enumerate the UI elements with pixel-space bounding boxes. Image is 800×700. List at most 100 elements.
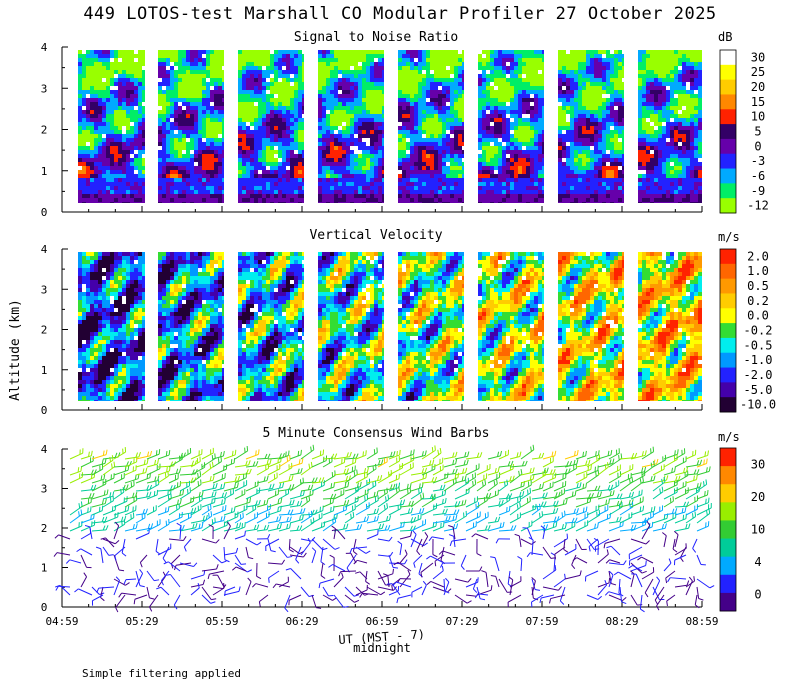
snr-cell bbox=[450, 198, 455, 203]
snr-cell bbox=[478, 182, 483, 187]
snr-cell bbox=[178, 150, 183, 155]
snr-cell bbox=[266, 98, 271, 103]
snr-cell bbox=[462, 74, 467, 79]
snr-cell bbox=[574, 114, 579, 119]
snr-cell bbox=[178, 102, 183, 107]
snr-cell bbox=[170, 82, 175, 87]
snr-cell bbox=[254, 74, 259, 79]
snr-cell bbox=[170, 118, 175, 123]
snr-cell bbox=[186, 178, 191, 183]
snr-cell bbox=[250, 74, 255, 79]
snr-cell bbox=[454, 86, 459, 91]
snr-cell bbox=[266, 178, 271, 183]
snr-cell bbox=[502, 98, 507, 103]
snr-cell bbox=[162, 78, 167, 83]
snr-cell bbox=[354, 126, 359, 131]
snr-cell bbox=[114, 154, 119, 159]
snr-cell bbox=[306, 174, 311, 179]
snr-cell bbox=[174, 122, 179, 127]
snr-cell bbox=[298, 50, 303, 55]
snr-cell bbox=[294, 54, 299, 59]
snr-cell bbox=[338, 186, 343, 191]
snr-cell bbox=[98, 146, 103, 151]
snr-cell bbox=[398, 202, 403, 203]
snr-cell bbox=[150, 114, 155, 119]
snr-cell bbox=[126, 90, 131, 95]
snr-cell bbox=[486, 110, 491, 115]
snr-cell bbox=[502, 106, 507, 111]
snr-cell bbox=[554, 78, 559, 83]
snr-cell bbox=[362, 102, 367, 107]
snr-cell bbox=[394, 78, 399, 83]
snr-cell bbox=[334, 190, 339, 195]
snr-cell bbox=[110, 118, 115, 123]
snr-cell bbox=[302, 78, 307, 83]
snr-cell bbox=[250, 158, 255, 163]
snr-cell bbox=[490, 58, 495, 63]
snr-cell bbox=[542, 94, 547, 99]
snr-cell bbox=[546, 146, 551, 151]
snr-cell bbox=[314, 98, 319, 103]
snr-cell bbox=[394, 110, 399, 115]
snr-cell bbox=[434, 190, 439, 195]
snr-cell bbox=[218, 50, 223, 55]
snr-cell bbox=[430, 182, 435, 187]
snr-cell bbox=[278, 150, 283, 155]
snr-cell bbox=[538, 126, 543, 131]
snr-cell bbox=[490, 106, 495, 111]
snr-cell bbox=[190, 194, 195, 199]
snr-cell bbox=[366, 106, 371, 111]
snr-cell bbox=[546, 166, 551, 171]
snr-cell bbox=[414, 182, 419, 187]
snr-cell bbox=[246, 54, 251, 59]
snr-cell bbox=[350, 110, 355, 115]
snr-cell bbox=[278, 170, 283, 175]
snr-cell bbox=[278, 106, 283, 111]
snr-cell bbox=[374, 94, 379, 99]
snr-cell bbox=[574, 102, 579, 107]
snr-cell bbox=[342, 118, 347, 123]
snr-cell bbox=[366, 170, 371, 175]
snr-cell bbox=[462, 54, 467, 59]
snr-cell bbox=[114, 110, 119, 115]
snr-cell bbox=[358, 86, 363, 91]
snr-cell bbox=[422, 126, 427, 131]
snr-cell bbox=[86, 130, 91, 135]
snr-cell bbox=[474, 58, 479, 63]
snr-cell bbox=[510, 146, 515, 151]
snr-cell bbox=[562, 102, 567, 107]
snr-cell bbox=[314, 190, 319, 195]
snr-cell bbox=[358, 138, 363, 143]
snr-cell bbox=[546, 190, 551, 195]
snr-cell bbox=[98, 154, 103, 159]
snr-cell bbox=[178, 142, 183, 147]
snr-cell bbox=[174, 194, 179, 199]
snr-cell bbox=[450, 154, 455, 159]
snr-cell bbox=[546, 110, 551, 115]
snr-cell bbox=[514, 158, 519, 163]
snr-cell bbox=[90, 190, 95, 195]
snr-cell bbox=[554, 90, 559, 95]
snr-cell bbox=[246, 134, 251, 139]
snr-cell bbox=[414, 58, 419, 63]
snr-cell bbox=[162, 98, 167, 103]
snr-cell bbox=[194, 150, 199, 155]
snr-cell bbox=[498, 146, 503, 151]
snr-cell bbox=[570, 154, 575, 159]
snr-cell bbox=[198, 110, 203, 115]
snr-cell bbox=[142, 70, 147, 75]
snr-cell bbox=[270, 178, 275, 183]
snr-cell bbox=[166, 78, 171, 83]
snr-cell bbox=[434, 94, 439, 99]
snr-cell bbox=[178, 130, 183, 135]
snr-cell bbox=[490, 78, 495, 83]
snr-cell bbox=[522, 78, 527, 83]
snr-cell bbox=[146, 78, 151, 83]
snr-cell bbox=[142, 194, 147, 199]
snr-cell bbox=[190, 154, 195, 159]
snr-cell bbox=[366, 118, 371, 123]
snr-cell bbox=[470, 62, 475, 67]
snr-cell bbox=[86, 182, 91, 187]
snr-cell bbox=[382, 66, 387, 71]
snr-cell bbox=[498, 54, 503, 59]
